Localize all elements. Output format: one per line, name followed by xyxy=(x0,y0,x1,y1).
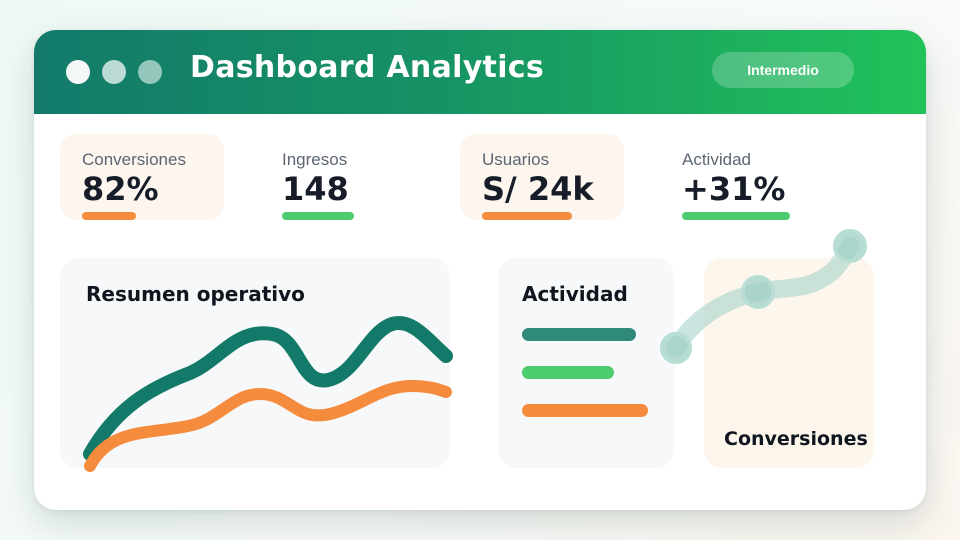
kpi-label: Conversiones xyxy=(82,150,186,169)
series-line-primary xyxy=(83,316,453,461)
actividad-bar xyxy=(522,328,636,341)
kpi-progress-bar xyxy=(682,212,790,220)
kpi-progress-bar xyxy=(282,212,354,220)
window-dot-2[interactable] xyxy=(102,60,126,84)
kpi-card-usuarios[interactable]: Usuarios S/ 24k xyxy=(460,134,624,220)
app-title: Dashboard Analytics xyxy=(190,50,545,85)
window-dot-3[interactable] xyxy=(138,60,162,84)
resumen-panel: Resumen operativo xyxy=(60,258,453,472)
resumen-line-chart xyxy=(83,316,453,472)
kpi-value: +31% xyxy=(682,170,786,208)
conversiones-panel: Conversiones xyxy=(704,258,874,468)
kpi-value: S/ 24k xyxy=(482,170,594,208)
kpi-card-ingresos[interactable]: Ingresos 148 xyxy=(260,134,424,220)
dashboard-window: Dashboard Analytics Intermedio Conversio… xyxy=(34,30,926,510)
kpi-value: 148 xyxy=(282,170,349,208)
window-dot-1[interactable] xyxy=(66,60,90,84)
kpi-value: 82% xyxy=(82,170,159,208)
kpi-card-conversiones[interactable]: Conversiones 82% xyxy=(60,134,224,220)
level-badge[interactable]: Intermedio xyxy=(712,52,854,88)
kpi-label: Usuarios xyxy=(482,150,550,169)
actividad-panel: Actividad xyxy=(498,258,674,468)
resumen-title: Resumen operativo xyxy=(86,282,305,306)
actividad-title: Actividad xyxy=(522,282,628,306)
kpi-card-actividad[interactable]: Actividad +31% xyxy=(660,134,824,220)
actividad-bar xyxy=(522,366,614,379)
kpi-progress-bar xyxy=(482,212,572,220)
conversiones-title: Conversiones xyxy=(724,428,868,450)
series-line-secondary xyxy=(84,379,452,472)
title-bar: Dashboard Analytics Intermedio xyxy=(34,30,926,114)
actividad-bar xyxy=(522,404,648,417)
kpi-label: Ingresos xyxy=(282,150,348,169)
kpi-progress-bar xyxy=(82,212,136,220)
trend-node xyxy=(833,229,867,263)
kpi-label: Actividad xyxy=(682,150,751,169)
